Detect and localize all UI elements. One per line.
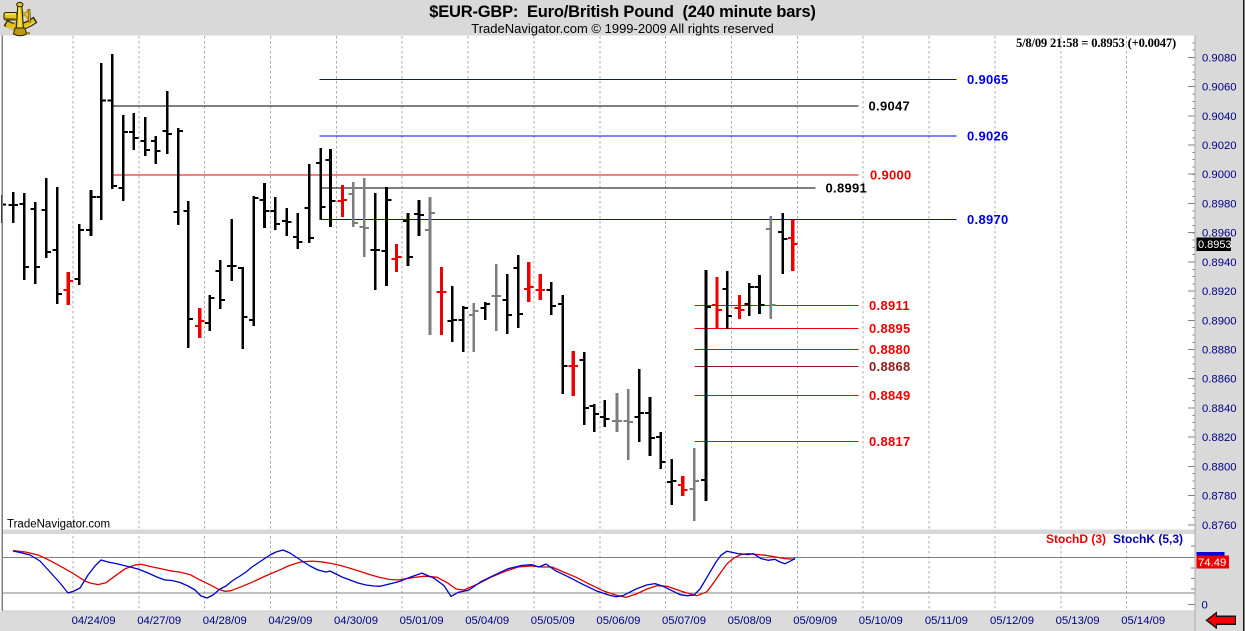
svg-text:05/06/09: 05/06/09 — [596, 615, 640, 627]
svg-text:04/29/09: 04/29/09 — [268, 615, 312, 627]
svg-text:0.8800: 0.8800 — [1202, 461, 1237, 473]
svg-text:0.8970: 0.8970 — [967, 212, 1009, 227]
svg-text:05/10/09: 05/10/09 — [859, 615, 903, 627]
svg-text:05/13/09: 05/13/09 — [1056, 615, 1100, 627]
svg-text:TradeNavigator.com © 1999-2009: TradeNavigator.com © 1999-2009 All right… — [471, 21, 773, 36]
svg-text:0.9080: 0.9080 — [1202, 52, 1237, 64]
svg-text:0.8980: 0.8980 — [1202, 198, 1237, 210]
svg-text:0.8880: 0.8880 — [1202, 345, 1237, 357]
svg-text:0.9040: 0.9040 — [1202, 111, 1237, 123]
svg-text:0.8991: 0.8991 — [826, 181, 868, 196]
svg-text:$EUR-GBP: Euro/British Pound: $EUR-GBP: Euro/British Pound (240 minute… — [429, 3, 815, 21]
svg-text:05/07/09: 05/07/09 — [662, 615, 706, 627]
svg-text:5/8/09 21:58 = 0.8953 (+0.0047: 5/8/09 21:58 = 0.8953 (+0.0047) — [1016, 36, 1176, 50]
svg-text:05/14/09: 05/14/09 — [1121, 615, 1165, 627]
svg-text:05/12/09: 05/12/09 — [990, 615, 1034, 627]
svg-text:0.8840: 0.8840 — [1202, 403, 1237, 415]
svg-text:0.8760: 0.8760 — [1202, 520, 1237, 532]
svg-text:0.9060: 0.9060 — [1202, 82, 1237, 94]
svg-text:0.9065: 0.9065 — [967, 72, 1009, 87]
svg-text:05/09/09: 05/09/09 — [793, 615, 837, 627]
svg-text:04/30/09: 04/30/09 — [334, 615, 378, 627]
svg-text:0.8960: 0.8960 — [1202, 228, 1237, 240]
svg-text:05/11/09: 05/11/09 — [925, 615, 968, 627]
svg-text:0.8895: 0.8895 — [869, 321, 911, 336]
svg-text:0.8953: 0.8953 — [1198, 239, 1232, 251]
svg-text:0.8920: 0.8920 — [1202, 286, 1237, 298]
svg-text:05/04/09: 05/04/09 — [465, 615, 509, 627]
svg-text:0.9020: 0.9020 — [1202, 140, 1237, 152]
svg-text:StochD (3): StochD (3) — [1046, 532, 1106, 546]
svg-text:0.8860: 0.8860 — [1202, 374, 1237, 386]
svg-text:0.9026: 0.9026 — [967, 128, 1009, 143]
svg-text:0.9000: 0.9000 — [870, 168, 912, 183]
svg-text:05/05/09: 05/05/09 — [531, 615, 575, 627]
svg-text:0: 0 — [1202, 599, 1208, 611]
svg-text:0.8868: 0.8868 — [869, 359, 911, 374]
svg-text:TradeNavigator.com: TradeNavigator.com — [7, 518, 110, 530]
svg-text:0.9000: 0.9000 — [1202, 169, 1237, 181]
svg-text:0.8780: 0.8780 — [1202, 491, 1237, 503]
svg-text:0.8880: 0.8880 — [869, 342, 911, 357]
svg-text:0.8900: 0.8900 — [1202, 315, 1237, 327]
svg-text:05/08/09: 05/08/09 — [728, 615, 772, 627]
svg-text:0.8940: 0.8940 — [1202, 257, 1237, 269]
svg-text:04/27/09: 04/27/09 — [137, 615, 181, 627]
svg-text:0.8817: 0.8817 — [869, 434, 911, 449]
svg-text:74.49: 74.49 — [1198, 557, 1226, 569]
svg-text:0.8911: 0.8911 — [869, 298, 910, 313]
svg-text:04/28/09: 04/28/09 — [203, 615, 247, 627]
svg-text:0.8849: 0.8849 — [869, 388, 911, 403]
svg-text:0.9047: 0.9047 — [869, 99, 911, 114]
svg-text:StochK (5,3): StochK (5,3) — [1113, 532, 1183, 546]
svg-text:0.8820: 0.8820 — [1202, 432, 1237, 444]
svg-text:05/01/09: 05/01/09 — [400, 615, 444, 627]
svg-text:04/24/09: 04/24/09 — [72, 615, 116, 627]
